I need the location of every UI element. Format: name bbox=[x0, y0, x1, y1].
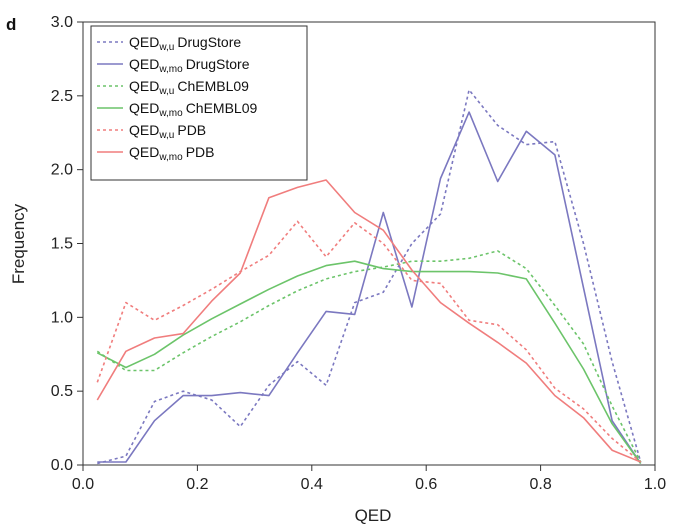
legend-label-dataset: ChEMBL09 bbox=[186, 100, 258, 116]
legend-label-main: QED bbox=[129, 56, 159, 72]
y-tick-label: 3.0 bbox=[51, 14, 73, 31]
y-tick-label: 0.0 bbox=[51, 457, 73, 474]
legend-label-main: QED bbox=[129, 144, 159, 160]
legend-label-dataset: PDB bbox=[186, 144, 215, 160]
legend-label-subscript: w,u bbox=[158, 86, 174, 97]
legend-label-dataset: DrugStore bbox=[186, 56, 250, 72]
y-tick-label: 1.5 bbox=[51, 236, 73, 253]
legend-label-4: QEDw,u PDB bbox=[129, 122, 206, 141]
x-tick-label: 0.8 bbox=[529, 476, 551, 493]
y-tick-label: 2.5 bbox=[51, 88, 73, 105]
legend-label-main: QED bbox=[129, 122, 159, 138]
series-layer bbox=[96, 89, 642, 465]
legend-label-main: QED bbox=[129, 34, 159, 50]
series-line-5 bbox=[96, 179, 642, 463]
legend-label-5: QEDw,mo PDB bbox=[129, 144, 214, 163]
legend-box bbox=[90, 25, 308, 181]
series-line-2 bbox=[96, 250, 642, 463]
legend-label-3: QEDw,mo ChEMBL09 bbox=[129, 100, 257, 119]
x-tick-label: 0.0 bbox=[72, 476, 94, 493]
panel-letter: d bbox=[6, 15, 16, 34]
legend-label-subscript: w,mo bbox=[158, 64, 183, 75]
legend-label-subscript: w,mo bbox=[158, 108, 183, 119]
plot-axes: 0.0 0.5 1.0 1.5 2.0 2.5 3.0 0.0 0.2 0.4 0.6 0.8 1.0 bbox=[51, 14, 666, 493]
series-line-4 bbox=[96, 220, 642, 463]
series-line-3 bbox=[96, 260, 642, 464]
legend-label-main: QED bbox=[129, 78, 159, 94]
legend-label-2: QEDw,u ChEMBL09 bbox=[129, 78, 249, 97]
legend-label-dataset: PDB bbox=[177, 122, 206, 138]
legend-label-main: QED bbox=[129, 100, 159, 116]
legend-label-subscript: w,u bbox=[158, 130, 174, 141]
legend-label-0: QEDw,u DrugStore bbox=[129, 34, 241, 53]
legend-label-1: QEDw,mo DrugStore bbox=[129, 56, 250, 75]
legend-label-subscript: w,u bbox=[158, 42, 174, 53]
x-tick-label: 0.6 bbox=[415, 476, 437, 493]
y-tick-label: 1.0 bbox=[51, 309, 73, 326]
x-tick-label: 1.0 bbox=[644, 476, 666, 493]
legend-label-dataset: DrugStore bbox=[177, 34, 241, 50]
x-axis-title: QED bbox=[355, 506, 392, 525]
y-tick-label: 2.0 bbox=[51, 162, 73, 179]
series-line-0 bbox=[97, 89, 642, 465]
y-tick-label: 0.5 bbox=[51, 383, 73, 400]
x-tick-label: 0.2 bbox=[186, 476, 208, 493]
legend-label-subscript: w,mo bbox=[158, 152, 183, 163]
series-line-1 bbox=[97, 111, 642, 464]
legend-label-dataset: ChEMBL09 bbox=[177, 78, 249, 94]
x-tick-label: 0.4 bbox=[301, 476, 323, 493]
y-axis-title: Frequency bbox=[9, 203, 28, 284]
